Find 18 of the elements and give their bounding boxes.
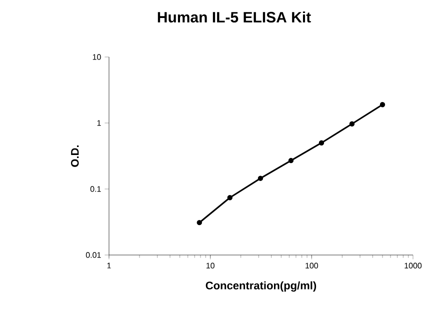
point <box>288 158 294 164</box>
point <box>349 121 355 126</box>
y-tick-label: 0.1 <box>90 186 101 192</box>
point <box>258 176 264 181</box>
chart-title: Human IL-5 ELISA Kit <box>158 12 311 23</box>
y-tick-label: 1 <box>97 120 101 126</box>
x-axis-title: Concentration(pg/ml) <box>206 281 316 292</box>
x-tick-label: 1000 <box>404 262 422 268</box>
x-tick-label: 100 <box>306 262 318 268</box>
x-tick-label: 10 <box>206 262 214 268</box>
x-tick-label: 1 <box>107 262 111 268</box>
y-tick-label: 0.01 <box>86 252 101 258</box>
point <box>380 102 386 108</box>
y-tick-label: 10 <box>92 54 101 60</box>
point <box>196 220 202 226</box>
point <box>227 195 233 200</box>
point <box>318 140 324 146</box>
y-axis-title: O.D. <box>70 145 79 167</box>
